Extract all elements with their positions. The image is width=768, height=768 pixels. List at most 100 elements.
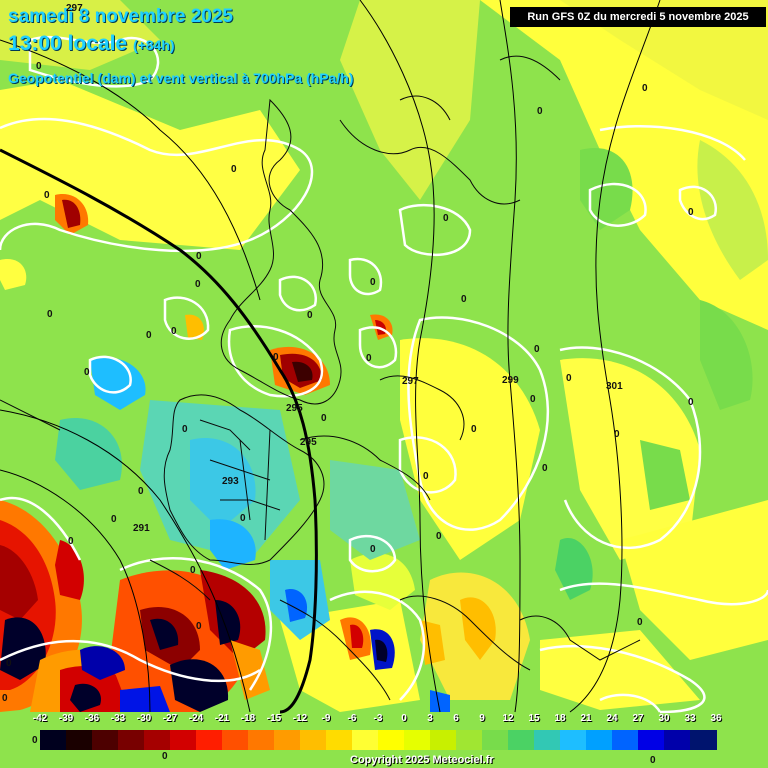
forecast-date: samedi 8 novembre 2025 xyxy=(8,6,233,27)
legend-tick: -27 xyxy=(162,713,178,724)
legend-swatch xyxy=(638,730,665,750)
contour-label: 0 xyxy=(321,413,327,424)
contour-label: 0 xyxy=(162,751,168,762)
contour-label: 0 xyxy=(537,106,543,117)
contour-label: 0 xyxy=(370,277,376,288)
contour-label: 299 xyxy=(502,375,519,386)
legend-tick: 9 xyxy=(479,713,485,724)
legend-swatch xyxy=(40,730,67,750)
legend-swatch xyxy=(248,730,275,750)
legend-swatch xyxy=(690,730,717,750)
contour-label: 0 xyxy=(370,544,376,555)
contour-label: 0 xyxy=(542,463,548,474)
contour-label: 0 xyxy=(273,352,279,363)
legend-swatch xyxy=(508,730,535,750)
legend-tick: 36 xyxy=(710,713,722,724)
copyright: Copyright 2025 Meteociel.fr xyxy=(350,754,494,766)
contour-label: 0 xyxy=(84,367,90,378)
contour-label: 0 xyxy=(231,164,237,175)
contour-label: 0 xyxy=(111,514,117,525)
run-label: Run GFS 0Z du mercredi 5 novembre 2025 xyxy=(510,7,766,27)
legend-tick: 12 xyxy=(502,713,514,724)
contour-label: 295 xyxy=(286,403,303,414)
legend-tick: -42 xyxy=(32,713,48,724)
contour-label: 0 xyxy=(307,310,313,321)
legend-swatch xyxy=(664,730,691,750)
contour-label: 0 xyxy=(566,373,572,384)
legend-tick: -15 xyxy=(266,713,282,724)
legend-tick: -30 xyxy=(136,713,152,724)
contour-label: 0 xyxy=(32,735,38,746)
legend-tick: -12 xyxy=(292,713,308,724)
legend-swatch xyxy=(222,730,249,750)
legend-tick: 3 xyxy=(427,713,433,724)
contour-label: 0 xyxy=(240,513,246,524)
legend-tick: 21 xyxy=(580,713,592,724)
contour-label: 295 xyxy=(300,437,317,448)
forecast-offset: (+84h) xyxy=(132,37,175,53)
forecast-hour: 13:00 locale xyxy=(8,32,128,55)
contour-label: 291 xyxy=(133,523,150,534)
contour-label: 297 xyxy=(66,3,83,14)
forecast-time: 13:00 locale (+84h) xyxy=(8,32,175,56)
contour-label: 297 xyxy=(402,376,419,387)
legend-swatch xyxy=(300,730,327,750)
legend-tick: -36 xyxy=(84,713,100,724)
contour-label: 0 xyxy=(423,471,429,482)
contour-label: 0 xyxy=(688,207,694,218)
contour-label: 0 xyxy=(534,344,540,355)
contour-label: 0 xyxy=(471,424,477,435)
contour-label: 0 xyxy=(44,190,50,201)
contour-label: 0 xyxy=(443,213,449,224)
legend-tick: -18 xyxy=(240,713,256,724)
legend-swatch xyxy=(66,730,93,750)
legend-tick: -3 xyxy=(373,713,383,724)
legend-tick: 33 xyxy=(684,713,696,724)
legend-swatch xyxy=(326,730,353,750)
legend-swatch xyxy=(118,730,145,750)
legend-tick: 15 xyxy=(528,713,540,724)
contour-label: 0 xyxy=(642,83,648,94)
legend-swatch xyxy=(560,730,587,750)
contour-label: 0 xyxy=(637,617,643,628)
legend-swatch xyxy=(92,730,119,750)
legend-tick: 6 xyxy=(453,713,459,724)
contour-label: 0 xyxy=(688,397,694,408)
legend-swatch xyxy=(196,730,223,750)
legend-swatch xyxy=(482,730,509,750)
legend-tick: 0 xyxy=(401,713,407,724)
legend-tick: -33 xyxy=(110,713,126,724)
contour-label: 0 xyxy=(190,565,196,576)
legend-swatch xyxy=(404,730,431,750)
legend-swatch xyxy=(612,730,639,750)
contour-label: 0 xyxy=(146,330,152,341)
legend-swatch xyxy=(586,730,613,750)
contour-label: 0 xyxy=(182,424,188,435)
legend-swatch xyxy=(378,730,405,750)
legend-tick: 24 xyxy=(606,713,618,724)
legend-tick: -6 xyxy=(347,713,357,724)
contour-label: 0 xyxy=(650,755,656,766)
legend-swatch xyxy=(144,730,171,750)
contour-label: 0 xyxy=(461,294,467,305)
legend-swatch xyxy=(274,730,301,750)
legend-tick: -24 xyxy=(188,713,204,724)
contour-label: 0 xyxy=(195,279,201,290)
contour-label: 0 xyxy=(196,251,202,262)
contour-label: 0 xyxy=(138,486,144,497)
contour-label: 0 xyxy=(530,394,536,405)
contour-label: 0 xyxy=(366,353,372,364)
contour-label: 0 xyxy=(47,309,53,320)
legend-tick: -39 xyxy=(58,713,74,724)
contour-label: 0 xyxy=(68,536,74,547)
contour-label: 293 xyxy=(222,476,239,487)
legend-tick: -9 xyxy=(321,713,331,724)
contour-label: 0 xyxy=(171,326,177,337)
contour-label: 301 xyxy=(606,381,623,392)
contour-label: 0 xyxy=(436,531,442,542)
contour-label: 0 xyxy=(6,658,12,669)
